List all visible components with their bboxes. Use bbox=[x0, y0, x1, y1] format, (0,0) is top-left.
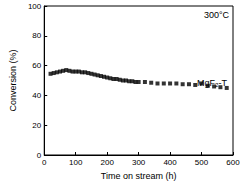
svg-text:60: 60 bbox=[32, 61, 41, 70]
svg-text:Time on stream (h): Time on stream (h) bbox=[101, 171, 177, 181]
svg-text:500: 500 bbox=[195, 158, 209, 167]
svg-text:MgF₂-T: MgF₂-T bbox=[197, 78, 227, 88]
svg-text:300°C: 300°C bbox=[204, 10, 230, 20]
svg-text:40: 40 bbox=[32, 91, 41, 100]
svg-text:200: 200 bbox=[100, 158, 114, 167]
svg-text:Conversion (%): Conversion (%) bbox=[8, 49, 18, 111]
svg-text:20: 20 bbox=[32, 121, 41, 130]
svg-text:0: 0 bbox=[36, 150, 42, 160]
svg-text:400: 400 bbox=[163, 158, 177, 167]
svg-text:300: 300 bbox=[132, 158, 146, 167]
svg-text:0: 0 bbox=[42, 158, 47, 167]
svg-text:80: 80 bbox=[32, 31, 41, 40]
svg-text:100: 100 bbox=[69, 158, 83, 167]
svg-text:100: 100 bbox=[28, 2, 42, 11]
svg-text:600: 600 bbox=[226, 158, 240, 167]
